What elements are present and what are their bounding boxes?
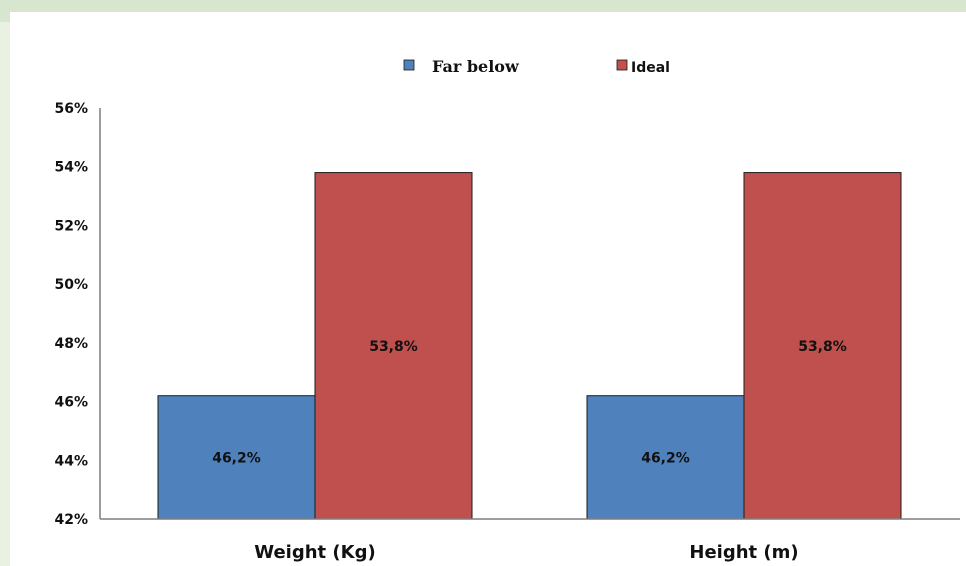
legend-label-far-below: Far below: [432, 57, 520, 76]
data-label: 53,8%: [798, 339, 847, 355]
data-label: 46,2%: [212, 450, 261, 466]
legend-label-ideal: Ideal: [631, 60, 670, 76]
y-tick-label: 44%: [54, 453, 88, 469]
bar-ideal: [314, 172, 473, 520]
x-category-label: Height (m): [689, 542, 798, 563]
y-tick-label: 52%: [54, 218, 88, 234]
y-tick-label: 50%: [54, 277, 88, 293]
y-tick-label: 54%: [54, 160, 88, 176]
y-tick-label: 48%: [54, 336, 88, 352]
data-label: 46,2%: [641, 450, 690, 466]
y-tick-label: 56%: [54, 101, 88, 117]
y-tick-label: 46%: [54, 395, 88, 411]
bar-far-below: [157, 395, 316, 520]
legend-swatch-far-below: [403, 59, 415, 71]
data-label: 53,8%: [369, 339, 418, 355]
x-category-label: Weight (Kg): [254, 542, 375, 563]
legend-swatch-ideal: [616, 59, 628, 71]
y-tick-label: 42%: [54, 512, 88, 528]
